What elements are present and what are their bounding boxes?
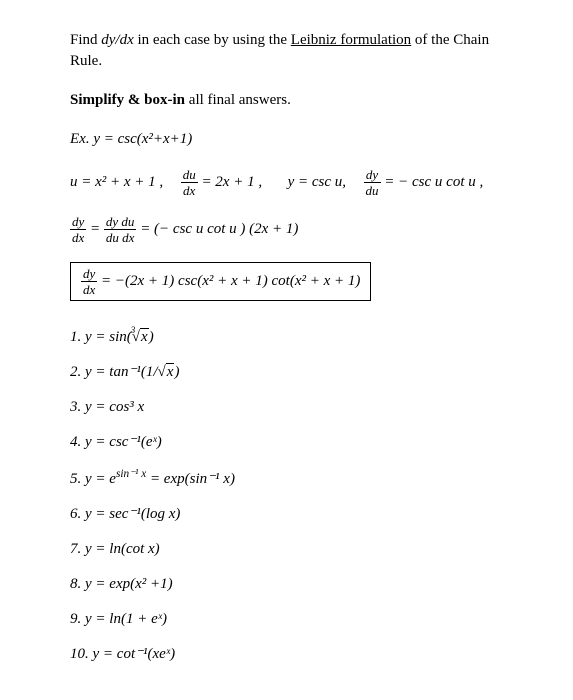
problem-10: 10. y = cot⁻¹(xeˣ) <box>70 644 513 665</box>
frac-dy-du: dy du <box>364 168 381 197</box>
intro-prefix: Find <box>70 32 101 48</box>
frac-dy-dx-left: dy dx <box>70 215 86 244</box>
problem-9: 9. y = ln(1 + eˣ) <box>70 609 513 630</box>
frac-dy-dx-boxed: dy dx <box>81 267 97 296</box>
intro-mid: in each case by using the <box>134 32 291 48</box>
frac-num: dy <box>70 215 86 230</box>
problem-7: 7. y = ln(cot x) <box>70 539 513 560</box>
eq-sign: = <box>90 221 104 237</box>
frac-dy-du-times-du-dx: dy du du dx <box>104 215 137 244</box>
square-root: x <box>158 362 175 383</box>
problem-4: 4. y = csc⁻¹(eˣ) <box>70 432 513 453</box>
ex-du-eq: = 2x + 1 , <box>201 174 262 190</box>
problem-2: 2. y = tan⁻¹(1/x) <box>70 362 513 383</box>
p5-prefix: 5. y = e <box>70 471 116 487</box>
root-index: 3 <box>131 324 136 337</box>
frac-den: dx <box>181 183 198 197</box>
frac-num: du <box>181 168 198 183</box>
ex-dydu-eq: = − csc u cot u , <box>384 174 483 190</box>
example-substitution-line: u = x² + x + 1 , du dx = 2x + 1 , y = cs… <box>70 168 513 197</box>
p2-suffix: ) <box>174 364 179 380</box>
p5-suffix: = exp(sin⁻¹ x) <box>146 471 235 487</box>
p5-exp: sin⁻¹ x <box>116 468 146 480</box>
frac-den: du dx <box>104 230 137 244</box>
frac-du-dx: du dx <box>181 168 198 197</box>
p2-prefix: 2. y = tan⁻¹(1/ <box>70 364 158 380</box>
problem-1: 1. y = sin(3x) <box>70 327 513 348</box>
example-chain-line: dy dx = dy du du dx = (− csc u cot u ) (… <box>70 215 513 244</box>
cube-root: 3x <box>132 327 149 348</box>
problem-5: 5. y = esin⁻¹ x = exp(sin⁻¹ x) <box>70 467 513 490</box>
frac-num: dy <box>81 267 97 282</box>
ex-u-def: u = x² + x + 1 , <box>70 174 163 190</box>
problem-list: 1. y = sin(3x) 2. y = tan⁻¹(1/x) 3. y = … <box>70 327 513 665</box>
p1-suffix: ) <box>149 329 154 345</box>
problem-8: 8. y = exp(x² +1) <box>70 574 513 595</box>
radicand: x <box>140 328 149 345</box>
intro-link: Leibniz formulation <box>291 32 411 48</box>
intro-text: Find dy/dx in each case by using the Lei… <box>70 30 513 72</box>
frac-den: du <box>364 183 381 197</box>
problem-3: 3. y = cos³ x <box>70 397 513 418</box>
frac-num: dy du <box>104 215 137 230</box>
p1-prefix: 1. y = sin( <box>70 329 132 345</box>
frac-num: dy <box>364 168 381 183</box>
instructions-bold: Simplify & box-in <box>70 92 185 108</box>
intro-dydx: dy/dx <box>101 32 133 48</box>
frac-den: dx <box>70 230 86 244</box>
example-label: Ex. y = csc(x²+x+1) <box>70 129 513 150</box>
problem-6: 6. y = sec⁻¹(log x) <box>70 504 513 525</box>
ex-chain-eq: = (− csc u cot u ) (2x + 1) <box>140 221 298 237</box>
boxed-result: = −(2x + 1) csc(x² + x + 1) cot(x² + x +… <box>101 273 360 289</box>
instructions-rest: all final answers. <box>185 92 291 108</box>
instructions-text: Simplify & box-in all final answers. <box>70 90 513 111</box>
boxed-answer: dy dx = −(2x + 1) csc(x² + x + 1) cot(x²… <box>70 262 371 301</box>
boxed-answer-wrap: dy dx = −(2x + 1) csc(x² + x + 1) cot(x²… <box>70 262 513 301</box>
frac-den: dx <box>81 282 97 296</box>
radicand: x <box>166 363 175 380</box>
ex-y-def: y = csc u, <box>288 174 346 190</box>
